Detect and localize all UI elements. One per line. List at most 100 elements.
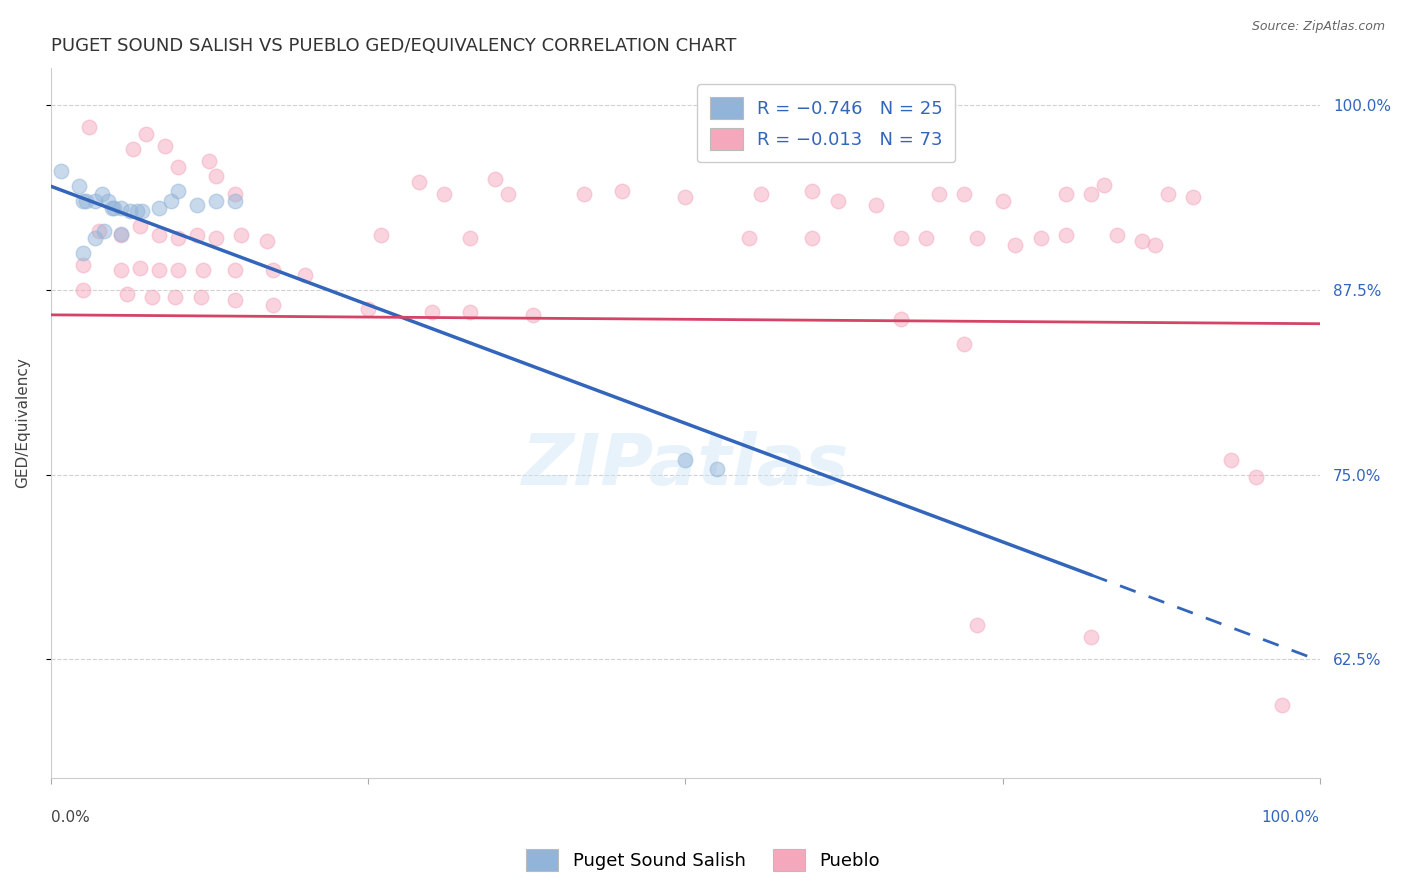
Point [991, 194, 1014, 208]
Point [84, 231, 107, 245]
Point [953, 337, 976, 351]
Point [186, 227, 208, 242]
Point [93, 224, 115, 238]
Point [118, 204, 141, 219]
Point [148, 202, 170, 216]
Point [966, 231, 988, 245]
Text: Source: ZipAtlas.com: Source: ZipAtlas.com [1251, 20, 1385, 33]
Point [160, 194, 183, 208]
Text: 100.0%: 100.0% [1261, 810, 1320, 824]
Point [1156, 186, 1178, 201]
Point [115, 287, 138, 301]
Point [204, 169, 226, 183]
Text: ZIPatlas: ZIPatlas [522, 431, 849, 500]
Point [67, 179, 90, 194]
Point [166, 184, 188, 198]
Point [166, 263, 188, 277]
Point [1092, 178, 1115, 192]
Y-axis label: GED/Equivalency: GED/Equivalency [15, 358, 30, 488]
Point [103, 202, 125, 216]
Point [801, 231, 824, 245]
Point [128, 219, 150, 234]
Point [928, 186, 950, 201]
Point [49, 164, 72, 178]
Text: PUGET SOUND SALISH VS PUEBLO GED/EQUIVALENCY CORRELATION CHART: PUGET SOUND SALISH VS PUEBLO GED/EQUIVAL… [51, 37, 737, 55]
Point [72, 258, 94, 272]
Point [165, 290, 187, 304]
Point [1181, 189, 1204, 203]
Point [420, 305, 443, 319]
Point [1105, 227, 1128, 242]
Point [131, 204, 153, 219]
Point [1220, 452, 1243, 467]
Point [191, 263, 214, 277]
Point [751, 186, 773, 201]
Point [224, 293, 246, 307]
Point [408, 175, 430, 189]
Point [496, 186, 519, 201]
Point [186, 198, 208, 212]
Point [827, 194, 849, 208]
Point [122, 142, 145, 156]
Point [262, 263, 284, 277]
Point [953, 186, 976, 201]
Point [1054, 227, 1077, 242]
Point [572, 186, 595, 201]
Point [1130, 234, 1153, 248]
Point [801, 184, 824, 198]
Point [966, 618, 988, 632]
Point [141, 290, 163, 304]
Point [87, 224, 110, 238]
Point [128, 260, 150, 275]
Point [673, 189, 696, 203]
Point [135, 128, 157, 142]
Point [204, 194, 226, 208]
Point [915, 231, 938, 245]
Point [1143, 238, 1166, 252]
Point [204, 231, 226, 245]
Point [110, 202, 132, 216]
Point [262, 297, 284, 311]
Point [166, 231, 188, 245]
Point [890, 231, 912, 245]
Point [484, 171, 506, 186]
Point [256, 234, 278, 248]
Point [90, 186, 112, 201]
Point [231, 227, 253, 242]
Legend: Puget Sound Salish, Pueblo: Puget Sound Salish, Pueblo [519, 842, 887, 879]
Point [1054, 186, 1077, 201]
Point [458, 305, 481, 319]
Point [1080, 186, 1102, 201]
Text: 0.0%: 0.0% [51, 810, 90, 824]
Point [433, 186, 456, 201]
Point [1029, 231, 1052, 245]
Point [148, 227, 170, 242]
Point [127, 204, 149, 219]
Point [148, 263, 170, 277]
Point [166, 160, 188, 174]
Point [72, 194, 94, 208]
Point [224, 194, 246, 208]
Point [865, 198, 887, 212]
Point [77, 120, 100, 134]
Point [198, 154, 221, 169]
Legend: R = −0.746   N = 25, R = −0.013   N = 73: R = −0.746 N = 25, R = −0.013 N = 73 [697, 84, 956, 162]
Point [1004, 238, 1026, 252]
Point [1271, 698, 1294, 713]
Point [890, 312, 912, 326]
Point [357, 301, 380, 316]
Point [738, 231, 761, 245]
Point [673, 452, 696, 467]
Point [153, 139, 176, 153]
Point [72, 283, 94, 297]
Point [84, 194, 107, 208]
Point [110, 227, 132, 241]
Point [522, 308, 544, 322]
Point [610, 184, 633, 198]
Point [1246, 470, 1268, 484]
Point [224, 186, 246, 201]
Point [224, 263, 246, 277]
Point [370, 227, 392, 242]
Point [100, 202, 122, 216]
Point [706, 461, 728, 475]
